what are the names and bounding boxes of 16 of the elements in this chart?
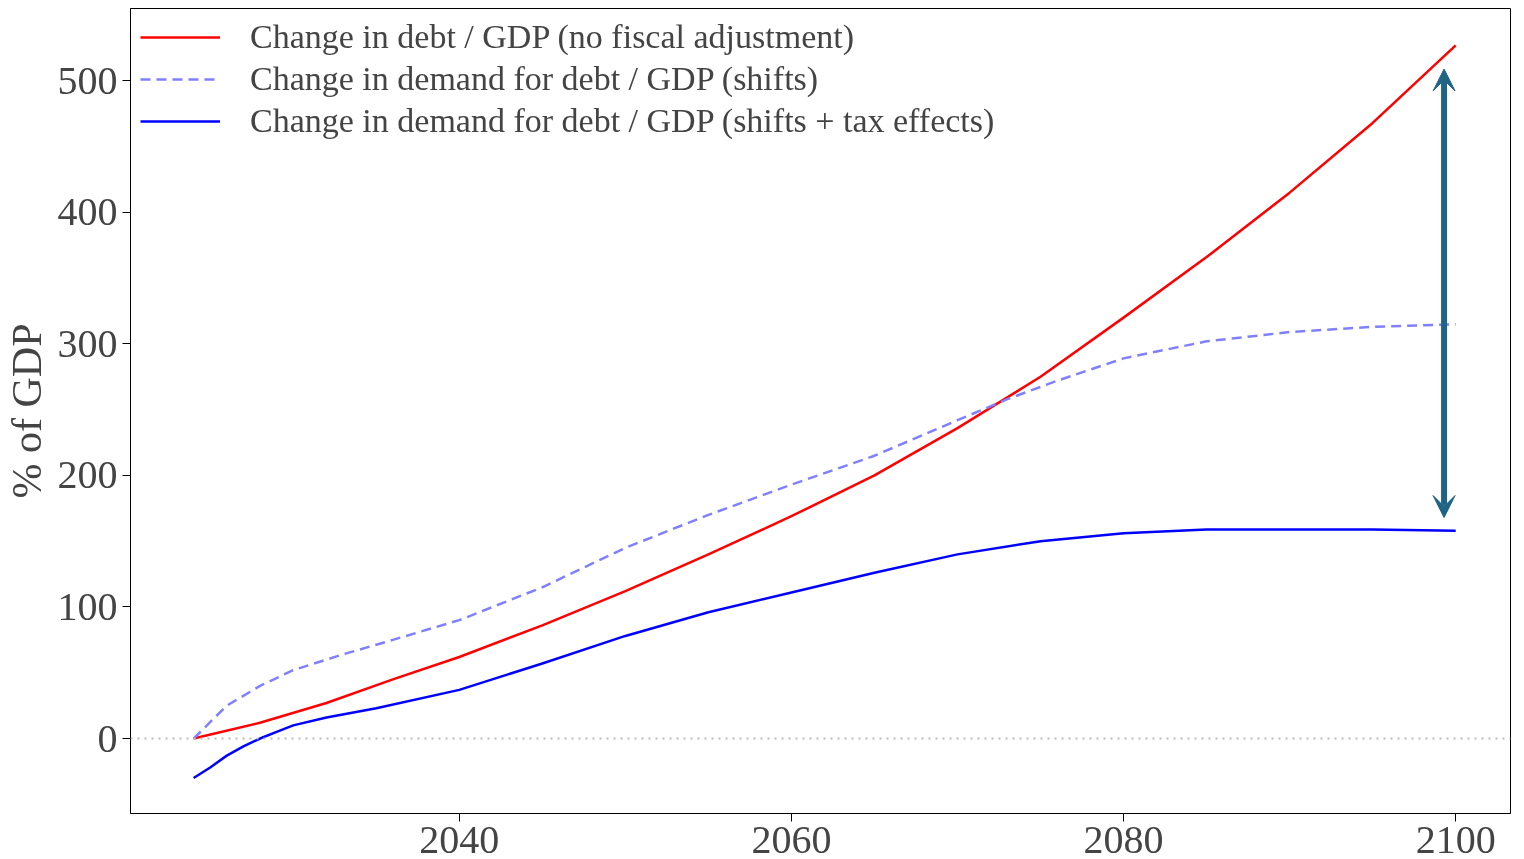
y-tick-label: 300 (57, 320, 118, 366)
y-tick-label: 200 (57, 452, 118, 498)
x-tick-label: 2040 (419, 816, 500, 859)
x-tick-label: 2080 (1083, 816, 1164, 859)
line-series (192, 322, 1457, 740)
y-tick-label: 0 (97, 715, 118, 761)
line-series (192, 528, 1457, 780)
x-tick-label: 2060 (751, 816, 832, 859)
legend-label: Change in demand for debt / GDP (shifts + tax effects) (250, 102, 995, 140)
y-axis-title: % of GDP (3, 323, 50, 499)
y-tick-label: 500 (57, 57, 118, 103)
legend-label: Change in demand for debt / GDP (shifts) (250, 60, 819, 98)
y-tick-label: 100 (57, 583, 118, 629)
x-tick-label: 2100 (1415, 816, 1496, 859)
y-tick-label: 400 (57, 189, 118, 235)
legend-label: Change in debt / GDP (no fiscal adjustment) (250, 18, 855, 56)
